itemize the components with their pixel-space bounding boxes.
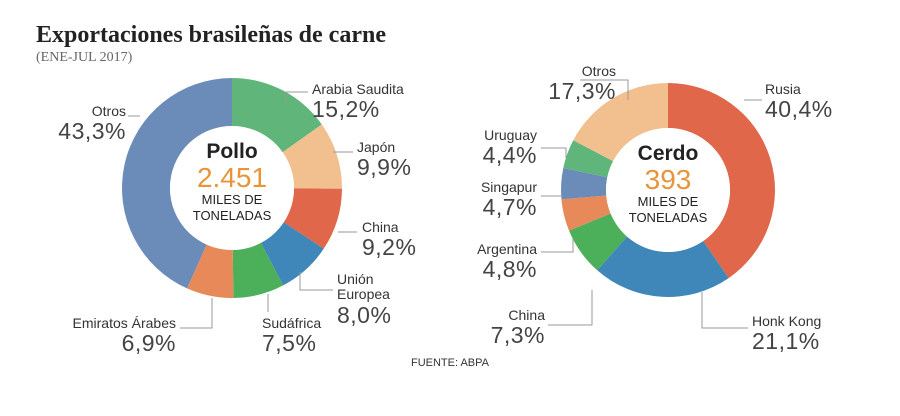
donut-slice xyxy=(187,244,234,298)
slice-label: Singapur 4,7% xyxy=(480,179,537,221)
slice-label: Argentina 4,8% xyxy=(477,241,537,283)
donut-hole xyxy=(170,126,294,250)
center-label: Cerdo 393 MILES DE TONELADAS xyxy=(613,142,723,227)
donut-slice xyxy=(260,222,324,286)
leader-line xyxy=(541,238,574,253)
slice-label: Sudáfrica 7,5% xyxy=(262,315,322,357)
donut-hole xyxy=(606,128,730,252)
value-label: 40,4% xyxy=(765,96,833,123)
donut-slice xyxy=(597,236,729,298)
slice-label: China 9,2% xyxy=(362,219,417,261)
leader-line xyxy=(541,147,567,158)
center-total: 393 xyxy=(644,164,692,195)
category-name: Japón xyxy=(357,139,396,155)
slice-label: Unión Europea 8,0% xyxy=(337,271,407,328)
category-name: Honk Kong xyxy=(752,313,822,329)
leader-line xyxy=(180,298,213,329)
donut-slice xyxy=(573,83,668,162)
slice-label: Emiratos Árabes 6,9% xyxy=(72,315,176,357)
value-label: 8,0% xyxy=(337,301,392,328)
category-name: Argentina xyxy=(477,241,537,257)
category-name: Otros xyxy=(581,63,616,79)
value-label: 43,3% xyxy=(58,118,126,145)
subtitle: (ENE-JUL 2017) xyxy=(36,50,133,65)
value-label: 4,7% xyxy=(482,194,537,221)
donut-slice xyxy=(232,242,284,298)
donut-slice xyxy=(282,124,342,189)
slice-label: Arabia Saudita 15,2% xyxy=(312,81,404,123)
category-name: Singapur xyxy=(480,179,537,195)
category-name: Arabia Saudita xyxy=(312,81,404,97)
title: Exportaciones brasileñas de carne xyxy=(36,22,386,48)
leader-line xyxy=(285,91,308,102)
category-name: Rusia xyxy=(765,81,801,97)
center-title: Cerdo xyxy=(637,142,699,165)
center-title: Pollo xyxy=(206,140,258,163)
center-total: 2.451 xyxy=(196,162,268,193)
center-unit: MILES DE TONELADAS xyxy=(628,194,708,226)
value-label: 9,9% xyxy=(357,154,412,181)
value-label: 7,5% xyxy=(262,330,317,357)
donut-slice xyxy=(561,167,608,200)
value-label: 6,9% xyxy=(121,330,176,357)
slice-label: Otros 43,3% xyxy=(58,103,126,145)
center-label: Pollo 2.451 MILES DE TONELADAS xyxy=(177,140,287,225)
slice-label: Rusia 40,4% xyxy=(765,81,833,123)
leader-line xyxy=(580,79,629,100)
leader-line xyxy=(299,272,333,291)
category-name: Otros xyxy=(91,103,126,119)
leader-line xyxy=(701,292,748,329)
center-unit: MILES DE TONELADAS xyxy=(192,192,272,224)
category-name: Emiratos Árabes xyxy=(72,315,176,331)
donut-slice xyxy=(563,140,614,178)
donut-slice xyxy=(232,78,322,153)
category-name: Unión Europea xyxy=(337,271,390,303)
category-name: Sudáfrica xyxy=(262,315,322,331)
slice-label: Japón 9,9% xyxy=(357,139,412,181)
value-label: 4,8% xyxy=(482,256,537,283)
category-name: China xyxy=(508,307,545,323)
category-name: China xyxy=(362,219,399,235)
slice-label: Uruguay 4,4% xyxy=(482,127,537,169)
value-label: 15,2% xyxy=(312,96,380,123)
donut-slice xyxy=(283,188,342,249)
value-label: 17,3% xyxy=(548,78,616,105)
leader-line xyxy=(548,290,593,326)
donut-slice xyxy=(668,83,775,279)
donut-slice xyxy=(569,213,627,271)
value-label: 21,1% xyxy=(752,328,820,355)
slice-label: Otros 17,3% xyxy=(548,63,616,105)
value-label: 4,4% xyxy=(482,142,537,169)
slice-label: China 7,3% xyxy=(490,307,545,349)
value-label: 7,3% xyxy=(490,322,545,349)
value-label: 9,2% xyxy=(362,234,417,261)
donut-slice xyxy=(561,195,611,231)
slice-label: Honk Kong 21,1% xyxy=(752,313,822,355)
donut-slice xyxy=(121,78,232,289)
category-name: Uruguay xyxy=(484,127,537,143)
source: FUENTE: ABPA xyxy=(410,357,490,369)
